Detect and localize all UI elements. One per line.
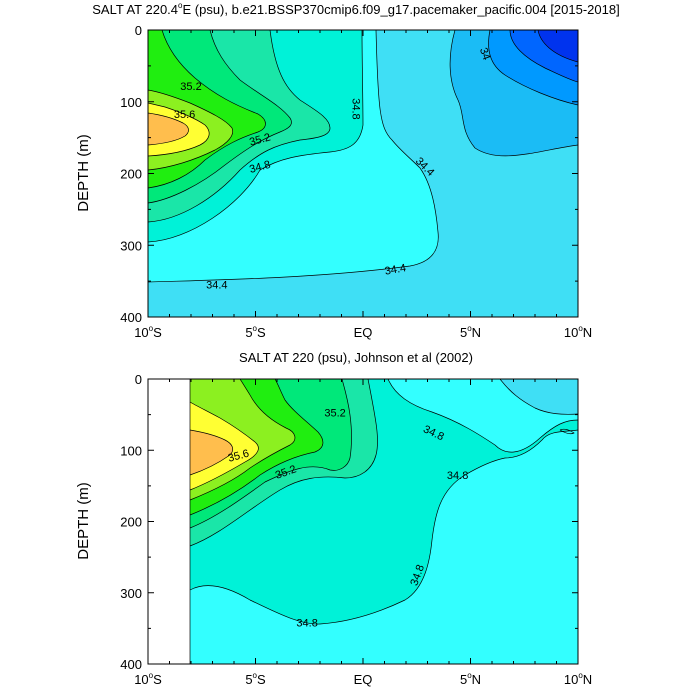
ytick-label: 300 <box>120 238 142 253</box>
ytick-label: 0 <box>135 372 142 387</box>
fill-34_6-deep <box>190 430 578 664</box>
xtick-label: 10oN <box>564 671 592 687</box>
panel2-contour-lines <box>189 379 578 664</box>
panel2-title: SALT AT 220 (psu), Johnson et al (2002) <box>239 350 473 365</box>
contour-label: 35.2 <box>248 131 272 148</box>
ytick-label: 100 <box>120 443 142 458</box>
xtick-label: 10oS <box>134 671 162 687</box>
panel1-contour-labels: 35.235.635.234.834.834.434.434.434 <box>174 46 493 292</box>
ytick-label: 200 <box>120 167 142 182</box>
xtick-label: 5oN <box>460 671 481 687</box>
ytick-label: 200 <box>120 515 142 530</box>
xtick-label: 5oN <box>460 324 481 340</box>
contour-label: 35.2 <box>180 81 201 93</box>
ytick-label: 100 <box>120 95 142 110</box>
contour-label: 34.8 <box>248 159 272 176</box>
svg-text:34.8: 34.8 <box>296 618 317 630</box>
svg-text:35.6: 35.6 <box>227 448 251 465</box>
panel2-ylabel: DEPTH (m) <box>75 482 92 560</box>
svg-text:35.2: 35.2 <box>248 131 272 148</box>
fill-36_0 <box>190 430 233 475</box>
panel1-contour-lines <box>148 30 578 283</box>
fill-33_6 <box>538 30 578 62</box>
panel1-contours <box>148 30 578 317</box>
svg-text:34.4: 34.4 <box>384 262 407 278</box>
svg-text:34: 34 <box>477 46 492 62</box>
xtick-label: 5oS <box>245 671 266 687</box>
xtick-label: EQ <box>354 325 373 340</box>
svg-text:35.2: 35.2 <box>324 407 345 419</box>
panel-observed: SALT AT 220 (psu), Johnson et al (2002) <box>75 350 592 687</box>
svg-text:35.6: 35.6 <box>174 109 195 121</box>
contour-label: 35.6 <box>227 448 251 465</box>
contour-label: 35.6 <box>174 109 195 121</box>
xtick-label: 10oS <box>134 324 162 340</box>
svg-text:34.8: 34.8 <box>350 98 362 119</box>
panel2-contours <box>189 379 578 664</box>
svg-text:35.2: 35.2 <box>180 81 201 93</box>
xtick-label: 5oS <box>245 324 266 340</box>
contour-label: 34.8 <box>296 618 317 630</box>
svg-text:34.8: 34.8 <box>248 159 272 176</box>
ytick-label: 0 <box>135 23 142 38</box>
xtick-label: 10oN <box>564 324 592 340</box>
svg-text:34.8: 34.8 <box>447 470 468 482</box>
contour-label: 34.8 <box>447 470 468 482</box>
contour-label: 34.4 <box>206 280 227 292</box>
panel1-title: SALT AT 220.4oE (psu), b.e21.BSSP370cmip… <box>92 1 619 17</box>
panel-model: SALT AT 220.4oE (psu), b.e21.BSSP370cmip… <box>75 1 620 340</box>
xtick-label: EQ <box>354 672 373 687</box>
panel1-ylabel: DEPTH (m) <box>75 134 92 212</box>
contour-label: 34 <box>477 46 492 62</box>
ytick-label: 300 <box>120 586 142 601</box>
fill-34_4 <box>500 379 578 415</box>
contour-label: 35.2 <box>324 407 345 419</box>
svg-text:34.4: 34.4 <box>206 280 227 292</box>
ytick-label: 400 <box>120 657 142 672</box>
contour-label: 34.8 <box>350 98 362 119</box>
ytick-label: 400 <box>120 310 142 325</box>
contour-label: 34.4 <box>384 262 407 278</box>
